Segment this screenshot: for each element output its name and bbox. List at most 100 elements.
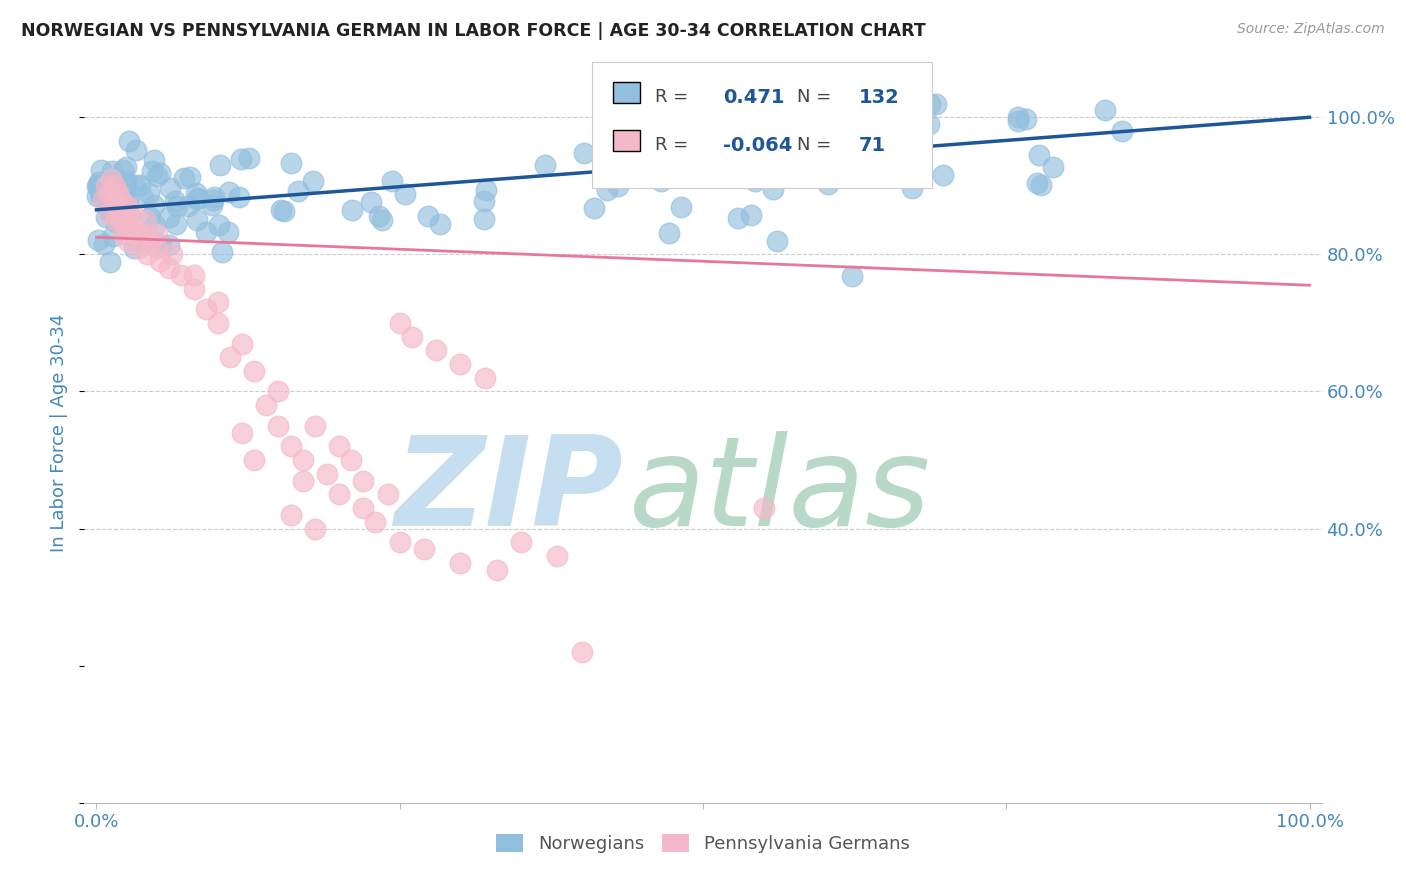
Point xyxy=(101,228,124,243)
Point xyxy=(149,238,172,252)
Text: R =: R = xyxy=(655,136,693,154)
Point xyxy=(97,202,120,216)
Point xyxy=(165,217,187,231)
Point xyxy=(86,188,108,202)
Point xyxy=(134,213,156,227)
Point xyxy=(352,501,374,516)
Point xyxy=(360,194,382,209)
Point xyxy=(115,219,138,234)
Point xyxy=(138,186,160,200)
Point xyxy=(920,96,942,111)
Point xyxy=(291,453,314,467)
Point xyxy=(449,556,471,570)
Point xyxy=(105,184,128,198)
Point xyxy=(157,238,180,252)
Point xyxy=(669,201,692,215)
Point xyxy=(201,194,224,208)
Point xyxy=(765,234,787,248)
Point xyxy=(97,206,120,220)
Point xyxy=(93,237,115,252)
Point xyxy=(139,234,162,248)
Point xyxy=(112,227,135,241)
Point xyxy=(157,261,180,276)
Point xyxy=(744,174,766,188)
Point xyxy=(817,177,839,191)
Point xyxy=(841,269,863,284)
FancyBboxPatch shape xyxy=(613,130,640,152)
Point xyxy=(118,207,141,221)
Point xyxy=(291,474,314,488)
Point xyxy=(1015,112,1038,126)
Point xyxy=(607,178,630,193)
FancyBboxPatch shape xyxy=(592,62,932,188)
Point xyxy=(143,153,166,167)
Point xyxy=(429,217,451,231)
Point xyxy=(534,158,557,172)
Point xyxy=(925,96,948,111)
Point xyxy=(932,168,955,182)
Point xyxy=(145,218,167,232)
Text: N =: N = xyxy=(797,136,837,154)
Point xyxy=(371,212,394,227)
Point xyxy=(195,225,218,239)
Point xyxy=(352,474,374,488)
Point xyxy=(340,453,363,467)
Point xyxy=(267,384,290,399)
Point xyxy=(229,152,252,166)
Point xyxy=(114,177,136,191)
Point xyxy=(1028,148,1050,162)
Point xyxy=(149,166,172,180)
Point xyxy=(86,233,108,247)
Point xyxy=(101,200,124,214)
Point xyxy=(1042,160,1064,174)
Point xyxy=(596,183,619,197)
Point xyxy=(114,160,136,174)
Point xyxy=(207,316,229,330)
Point xyxy=(574,146,596,161)
Point xyxy=(125,143,148,157)
Point xyxy=(669,145,692,159)
Point xyxy=(186,213,208,227)
Point xyxy=(87,182,110,196)
Point xyxy=(160,247,183,261)
Point xyxy=(202,190,225,204)
Text: N =: N = xyxy=(797,88,837,106)
Point xyxy=(388,316,411,330)
Point xyxy=(89,175,111,189)
Point xyxy=(328,487,350,501)
Point xyxy=(128,178,150,192)
Point xyxy=(207,295,229,310)
Point xyxy=(118,134,141,148)
Point xyxy=(280,156,302,170)
Point xyxy=(1031,178,1053,192)
Point xyxy=(146,227,169,241)
Point xyxy=(472,211,495,226)
Point xyxy=(90,189,112,203)
Point xyxy=(104,178,127,193)
Point xyxy=(1026,176,1049,190)
Point xyxy=(1111,124,1133,138)
Point xyxy=(143,198,166,212)
Point xyxy=(1094,103,1116,117)
Point xyxy=(98,204,121,219)
Point xyxy=(201,198,224,212)
Point xyxy=(184,186,207,201)
Point xyxy=(146,169,169,184)
Point xyxy=(377,487,399,501)
Point xyxy=(571,645,593,659)
Point xyxy=(917,117,939,131)
Point xyxy=(163,194,186,208)
Point xyxy=(231,336,253,351)
Point xyxy=(475,183,498,197)
Point xyxy=(93,185,115,199)
Point xyxy=(104,213,127,227)
Point xyxy=(416,209,439,223)
Point xyxy=(752,501,775,516)
Point xyxy=(273,204,295,219)
Point xyxy=(316,467,339,481)
Point xyxy=(139,210,162,224)
Point xyxy=(650,174,672,188)
Point xyxy=(413,542,436,557)
Point xyxy=(901,181,924,195)
Point xyxy=(730,156,752,170)
